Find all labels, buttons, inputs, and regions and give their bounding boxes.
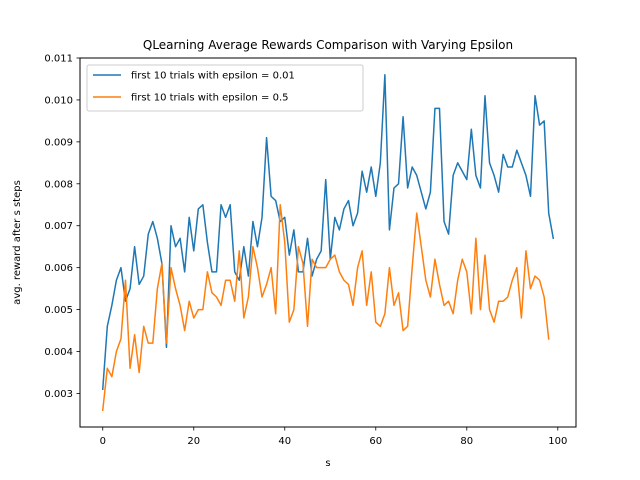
y-tick-label: 0.011 (44, 54, 73, 65)
series-line-1 (101, 74, 555, 391)
legend-label-1: first 10 trials with epsilon = 0.01 (131, 71, 295, 82)
x-tick-label: 80 (460, 436, 473, 447)
chart-title: QLearning Average Rewards Comparison wit… (143, 38, 513, 52)
x-axis: 0 20 40 60 80 100 (100, 427, 567, 447)
y-tick-label: 0.006 (44, 263, 73, 274)
legend: first 10 trials with epsilon = 0.01 first… (86, 64, 364, 112)
series-layer (101, 74, 555, 412)
y-tick-label: 0.004 (44, 347, 73, 358)
y-tick-label: 0.010 (44, 95, 73, 106)
x-axis-label: s (325, 458, 330, 469)
x-tick-label: 40 (278, 436, 291, 447)
y-tick-label: 0.008 (44, 179, 73, 190)
y-axis: 0.003 0.004 0.005 0.006 0.007 0.008 0.009 0.010… (44, 54, 80, 400)
x-tick-label: 60 (369, 436, 382, 447)
y-axis-label: avg. reward after s steps (12, 180, 23, 305)
y-tick-label: 0.007 (44, 221, 73, 232)
x-tick-label: 100 (548, 436, 567, 447)
y-tick-label: 0.003 (44, 389, 73, 400)
series-line-2 (101, 204, 550, 412)
y-tick-label: 0.005 (44, 305, 73, 316)
x-tick-label: 20 (187, 436, 200, 447)
legend-box (86, 64, 364, 112)
plot-frame (79, 57, 577, 428)
y-tick-label: 0.009 (44, 137, 73, 148)
x-tick-label: 0 (100, 436, 106, 447)
legend-label-2: first 10 trials with epsilon = 0.5 (131, 93, 289, 104)
